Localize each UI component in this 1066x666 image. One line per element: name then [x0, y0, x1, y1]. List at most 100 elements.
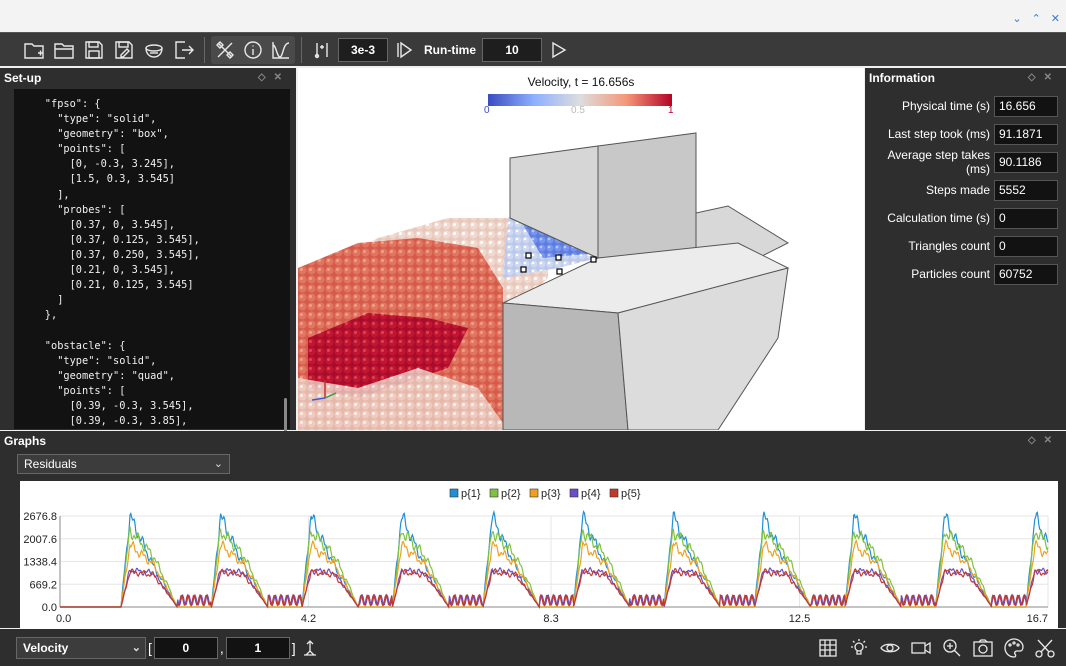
toolbar-separator [301, 36, 302, 63]
time-step-input[interactable]: 3e-3 [338, 37, 388, 62]
panel-controls[interactable]: ◇✕ [257, 72, 290, 83]
graphs-panel-header: Graphs ◇✕ [0, 431, 1066, 451]
colorbar [488, 94, 672, 106]
setup-code-editor[interactable]: "fpso": { "type": "solid", "geometry": "… [14, 89, 290, 429]
info-row: Average step takes (ms) 90.1186 [865, 148, 1066, 176]
information-panel: Information ◇✕ Physical time (s) 16.656 … [865, 68, 1066, 430]
info-row: Particles count 60752 [865, 263, 1066, 285]
simulation-viewport[interactable]: Velocity, t = 16.656s 0 0.5 1 [298, 68, 864, 430]
new-folder-button[interactable] [20, 36, 48, 64]
light-bulb-icon[interactable] [848, 637, 870, 659]
probe-marker [555, 254, 562, 261]
save-as-icon [115, 40, 133, 59]
x-tick-label: 16.7 [1027, 613, 1048, 625]
grid-icon[interactable] [817, 637, 839, 659]
setup-panel-header: Set-up ◇✕ [0, 68, 296, 88]
residuals-chart: 0.0 669.2 1338.4 2007.6 2676.8 0.0 4.2 8.3 12.5 1… [20, 481, 1058, 629]
save-as-button[interactable] [110, 36, 138, 64]
setup-panel: Set-up ◇✕ "fpso": { "type": "solid", "ge… [0, 68, 296, 450]
graph-type-value: Residuals [24, 457, 77, 471]
tools-button[interactable] [211, 36, 239, 64]
colorbar-mid-label: 0.5 [571, 105, 585, 116]
info-icon [244, 40, 262, 59]
information-panel-header: Information ◇✕ [865, 68, 1066, 88]
setup-panel-title: Set-up [4, 71, 42, 85]
x-tick-label: 0.0 [56, 613, 71, 625]
series-line [60, 538, 1049, 608]
info-row: Triangles count 0 [865, 235, 1066, 257]
y-tick-label: 1338.4 [23, 557, 57, 569]
info-label: Calculation time (s) [887, 211, 990, 225]
info-value: 5552 [994, 179, 1058, 201]
save-button[interactable] [80, 36, 108, 64]
minimize-icon[interactable]: ⌄ [1012, 12, 1022, 25]
info-row: Steps made 5552 [865, 179, 1066, 201]
series-line [60, 567, 1049, 609]
tool-toggle-group [211, 35, 295, 64]
legend-label: p{3} [541, 488, 561, 500]
x-tick-label: 4.2 [301, 613, 316, 625]
info-row: Calculation time (s) 0 [865, 207, 1066, 229]
panel-controls[interactable]: ◇✕ [1027, 72, 1060, 83]
panel-controls[interactable]: ◇✕ [1027, 435, 1060, 446]
main-toolbar: 3e-3 Run-time 10 [0, 32, 1066, 66]
screenshot-icon[interactable] [972, 637, 994, 659]
info-value: 0 [994, 235, 1058, 257]
y-tick-label: 669.2 [29, 579, 57, 591]
probe-marker [556, 268, 563, 275]
graphs-button[interactable] [267, 36, 295, 64]
step-forward-icon [397, 41, 413, 58]
viewport-title: Velocity, t = 16.656s [527, 75, 635, 89]
info-label: Triangles count [908, 239, 990, 253]
field-select[interactable]: Velocity ⌄ [16, 636, 146, 659]
step-button[interactable] [390, 36, 418, 64]
x-tick-label: 12.5 [789, 613, 810, 625]
open-folder-button[interactable] [50, 36, 78, 64]
range-comma: , [219, 639, 224, 656]
info-label: Steps made [925, 183, 990, 197]
camera-icon[interactable] [910, 637, 932, 659]
maximize-icon[interactable]: ⌃ [1031, 12, 1041, 25]
info-label: Particles count [911, 267, 990, 281]
scene-button[interactable] [140, 36, 168, 64]
eye-icon[interactable] [879, 637, 901, 659]
setup-scrollbar[interactable] [284, 398, 287, 450]
time-step-button[interactable] [308, 36, 336, 64]
info-label: Average step takes (ms) [887, 148, 990, 176]
graphs-panel: Graphs ◇✕ Residuals ⌄ 0.0 669.2 1338.4 2007… [0, 431, 1066, 629]
colorbar-max-label: 1 [668, 105, 674, 116]
info-value: 16.656 [994, 95, 1058, 117]
legend-label: p{4} [581, 488, 601, 500]
graphs-panel-title: Graphs [4, 434, 47, 448]
chevron-down-icon: ⌄ [213, 458, 223, 470]
run-button[interactable] [544, 36, 572, 64]
palette-icon[interactable] [1003, 637, 1025, 659]
bowl-icon [145, 43, 163, 58]
range-min-input[interactable]: 0 [153, 636, 218, 659]
clip-icon[interactable] [1034, 637, 1056, 659]
runtime-input[interactable]: 10 [482, 37, 542, 62]
info-label: Last step took (ms) [887, 127, 990, 141]
info-value: 60752 [994, 263, 1058, 285]
exit-button[interactable] [170, 36, 198, 64]
close-icon[interactable]: ✕ [1050, 12, 1060, 25]
runtime-label: Run-time [424, 42, 476, 57]
info-button[interactable] [239, 36, 267, 64]
residuals-chart-svg: 0.0 669.2 1338.4 2007.6 2676.8 0.0 4.2 8.3 12.5 1… [23, 488, 1049, 625]
graph-type-select[interactable]: Residuals ⌄ [17, 454, 230, 474]
graph-icon [272, 41, 290, 59]
x-tick-label: 8.3 [543, 613, 558, 625]
info-label: Physical time (s) [901, 99, 990, 113]
legend-label: p{1} [461, 488, 481, 500]
y-tick-label: 0.0 [42, 602, 57, 614]
zoom-icon[interactable] [941, 637, 963, 659]
series-line [60, 566, 1049, 609]
auto-range-button[interactable] [302, 639, 318, 657]
colorbar-min-label: 0 [484, 105, 490, 116]
info-row: Physical time (s) 16.656 [865, 95, 1066, 117]
legend-swatch [449, 488, 459, 498]
view-toolbar [817, 637, 1056, 659]
legend-swatch [569, 488, 579, 498]
range-max-input[interactable]: 1 [225, 636, 290, 659]
